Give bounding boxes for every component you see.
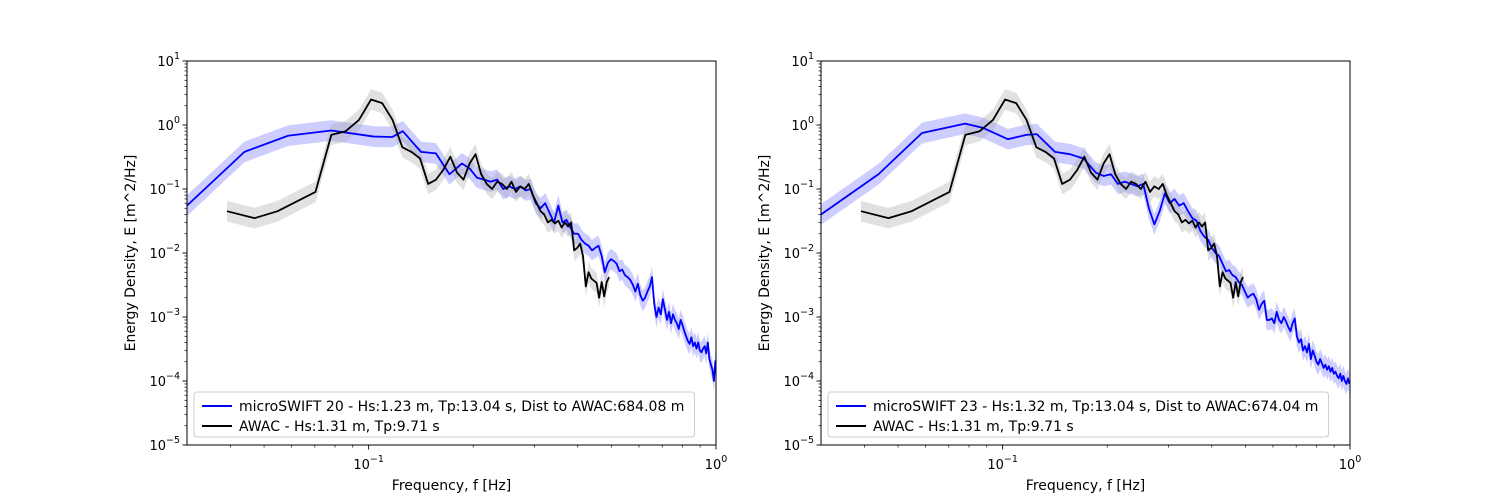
legend-label-0: microSWIFT 23 - Hs:1.32 m, Tp:13.04 s, D… (873, 399, 1318, 415)
y-tick-label-exponent: 1 (174, 51, 180, 62)
y-tick-label-base: 10 (783, 247, 800, 262)
x-tick-label: 10−1 (987, 454, 1018, 473)
y-axis-label: Energy Density, E [m^2/Hz] (757, 155, 773, 352)
x-tick-label-exponent: −1 (370, 454, 384, 465)
y-tick-label-exponent: 1 (808, 51, 814, 62)
left-plot-panel: 10−1 10010−510−410−310−210−1100101Frequen… (123, 51, 727, 494)
x-tick-label-exponent: 0 (1355, 454, 1361, 465)
y-tick-label: 100 (157, 115, 180, 134)
y-tick-label-exponent: 0 (174, 115, 180, 126)
y-tick-label: 100 (791, 115, 814, 134)
y-tick-label-base: 10 (149, 183, 166, 198)
x-tick-label: 100 (705, 454, 728, 473)
y-tick-label-base: 10 (149, 311, 166, 326)
y-tick-label-base: 10 (791, 55, 808, 70)
y-tick-label: 101 (791, 51, 814, 70)
legend-label-1: AWAC - Hs:1.31 m, Tp:9.71 s (239, 419, 440, 435)
y-tick-label-base: 10 (149, 247, 166, 262)
y-tick-label: 10−4 (783, 371, 814, 390)
y-tick-label-exponent: −1 (800, 179, 814, 190)
y-tick-label-base: 10 (783, 375, 800, 390)
y-tick-label-base: 10 (783, 183, 800, 198)
series-0-confidence-band (821, 113, 1350, 395)
y-tick-label-base: 10 (791, 119, 808, 134)
y-tick-label-exponent: −2 (166, 243, 180, 254)
y-tick-label: 10−3 (149, 307, 180, 326)
y-tick-label: 10−3 (783, 307, 814, 326)
x-tick-label-exponent: −1 (1004, 454, 1018, 465)
legend-box (193, 391, 695, 438)
y-tick-label: 10−5 (783, 435, 814, 454)
y-tick-label: 10−5 (149, 435, 180, 454)
plot-data-layer (187, 89, 716, 392)
x-axis-label: Frequency, f [Hz] (392, 478, 511, 494)
y-tick-label-base: 10 (149, 375, 166, 390)
series-1-line (226, 98, 610, 299)
y-tick-label-exponent: −2 (800, 243, 814, 254)
x-tick-label-base: 10 (353, 458, 370, 473)
y-tick-label: 10−2 (783, 243, 814, 262)
y-tick-label-base: 10 (783, 439, 800, 454)
legend-box (827, 391, 1329, 438)
y-tick-label: 10−1 (783, 179, 814, 198)
y-tick-label: 10−4 (149, 371, 180, 390)
x-tick-label-exponent: 0 (721, 454, 727, 465)
series-0-confidence-band (187, 120, 716, 392)
y-tick-label-exponent: −4 (166, 371, 180, 382)
y-tick-label-exponent: −4 (800, 371, 814, 382)
y-tick-label-exponent: −1 (166, 179, 180, 190)
y-tick-label-base: 10 (149, 439, 166, 454)
x-tick-label: 10−1 (353, 454, 384, 473)
right-plot-panel: 10−1 10010−510−410−310−210−1100101Frequen… (757, 51, 1361, 494)
legend-label-0: microSWIFT 20 - Hs:1.23 m, Tp:13.04 s, D… (239, 399, 684, 415)
y-tick-label-exponent: −5 (800, 435, 814, 446)
plot-data-layer (821, 89, 1350, 395)
x-tick-label-base: 10 (1339, 458, 1356, 473)
x-axis-label: Frequency, f [Hz] (1026, 478, 1145, 494)
y-tick-label: 101 (157, 51, 180, 70)
y-tick-label-exponent: −3 (166, 307, 180, 318)
x-tick-label: 100 (1339, 454, 1362, 473)
y-tick-label-base: 10 (157, 55, 174, 70)
y-tick-label-exponent: −5 (166, 435, 180, 446)
y-tick-label-exponent: −3 (800, 307, 814, 318)
y-tick-label: 10−1 (149, 179, 180, 198)
legend: microSWIFT 23 - Hs:1.32 m, Tp:13.04 s, D… (827, 391, 1329, 438)
y-tick-label-exponent: 0 (808, 115, 814, 126)
legend: microSWIFT 20 - Hs:1.23 m, Tp:13.04 s, D… (193, 391, 695, 438)
legend-label-1: AWAC - Hs:1.31 m, Tp:9.71 s (873, 419, 1074, 435)
y-tick-label-base: 10 (783, 311, 800, 326)
x-tick-label-base: 10 (705, 458, 722, 473)
series-1-line (860, 98, 1244, 299)
x-tick-label-base: 10 (987, 458, 1004, 473)
series-0-line (821, 122, 1350, 385)
y-axis-label: Energy Density, E [m^2/Hz] (123, 155, 139, 352)
y-tick-label-base: 10 (157, 119, 174, 134)
series-0-line (187, 129, 716, 382)
y-tick-label: 10−2 (149, 243, 180, 262)
